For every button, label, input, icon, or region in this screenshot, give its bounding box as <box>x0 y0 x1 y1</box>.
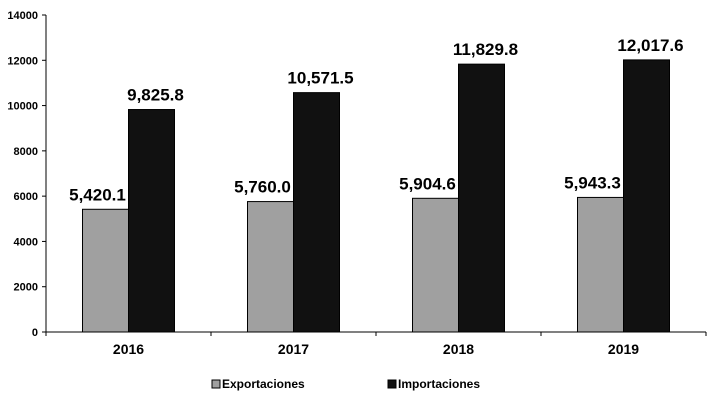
data-label: 10,571.5 <box>287 69 353 88</box>
data-label: 5,420.1 <box>69 185 126 204</box>
bar-importaciones-2017 <box>294 93 340 332</box>
y-tick-label: 14000 <box>7 10 38 22</box>
y-tick-label: 12000 <box>7 55 38 67</box>
x-tick-label: 2016 <box>113 341 144 357</box>
legend-swatch <box>212 380 220 388</box>
y-tick-label: 8000 <box>14 146 38 158</box>
data-label: 5,943.3 <box>564 173 621 192</box>
data-label: 11,829.8 <box>453 40 518 59</box>
y-tick-label: 10000 <box>7 101 38 113</box>
x-tick-label: 2017 <box>278 341 309 357</box>
y-tick-label: 4000 <box>14 236 38 248</box>
bar-importaciones-2019 <box>624 60 670 332</box>
data-label: 9,825.8 <box>127 86 184 105</box>
legend-label: Importaciones <box>398 377 480 391</box>
chart-legend: Exportaciones Importaciones <box>212 377 480 391</box>
x-tick-label: 2019 <box>608 341 639 357</box>
y-tick-label: 6000 <box>14 191 38 203</box>
data-label: 5,760.0 <box>234 178 291 197</box>
bar-exportaciones-2018 <box>413 198 459 332</box>
bar-importaciones-2018 <box>459 64 505 332</box>
bar-importaciones-2016 <box>129 110 175 332</box>
data-label: 5,904.6 <box>399 174 456 193</box>
data-label: 12,017.6 <box>617 36 683 55</box>
x-tick-label: 2018 <box>443 341 474 357</box>
bar-exportaciones-2019 <box>578 197 624 332</box>
legend-label: Exportaciones <box>222 377 305 391</box>
y-tick-label: 2000 <box>14 282 38 294</box>
bar-exportaciones-2016 <box>83 209 129 332</box>
legend-swatch <box>388 380 396 388</box>
y-tick-label: 0 <box>32 327 38 339</box>
bar-exportaciones-2017 <box>248 202 294 332</box>
